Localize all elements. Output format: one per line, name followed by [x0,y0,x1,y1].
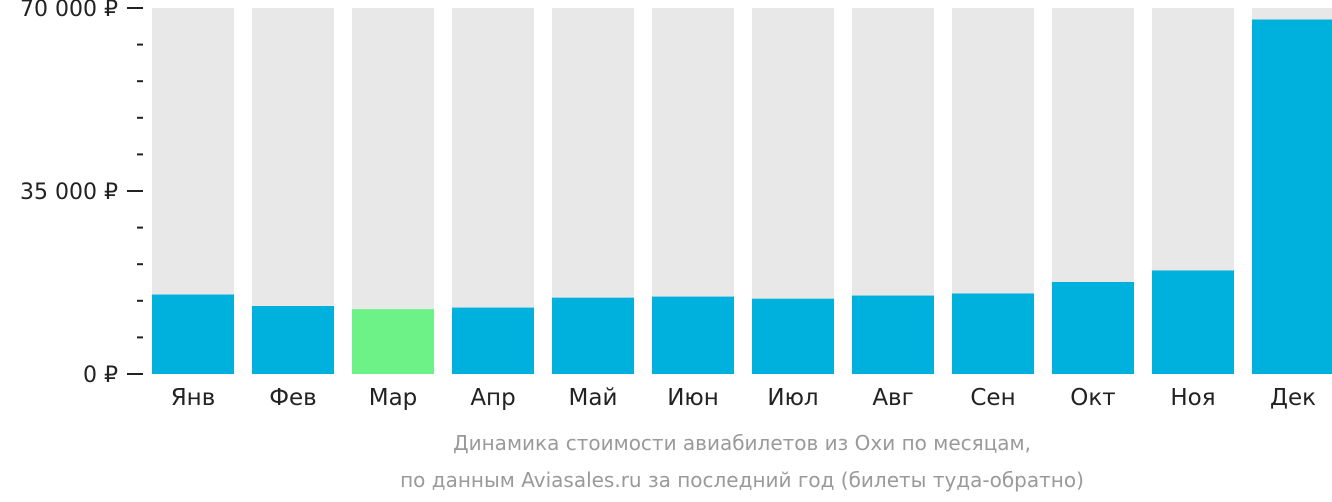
bar-5[interactable] [552,297,634,374]
bar-2[interactable] [252,306,334,374]
x-axis: Янв Фев Мар Апр Май Июн Июл Авг Сен Окт Ноя Дек [171,385,1316,411]
y-tick-label: 35 000 ₽ [20,180,118,205]
bar-12[interactable] [1252,19,1332,374]
x-tick-label: Июн [667,385,719,411]
y-tick-label: 70 000 ₽ [20,0,118,22]
x-tick-label: Окт [1070,385,1115,411]
y-axis: 70 000 ₽ 35 000 ₽ 0 ₽ [20,0,143,388]
bar-11[interactable] [1152,270,1234,374]
bar-4[interactable] [452,307,534,374]
bar-9[interactable] [952,293,1034,374]
bar-1[interactable] [152,294,234,374]
bar-8[interactable] [852,295,934,374]
x-tick-label: Авг [872,385,913,411]
x-tick-label: Апр [470,385,515,411]
x-tick-label: Сен [970,385,1015,411]
x-tick-label: Янв [171,385,216,411]
x-tick-label: Ноя [1170,385,1215,411]
bar-10[interactable] [1052,281,1134,374]
chart-caption-line-1: Динамика стоимости авиабилетов из Охи по… [452,431,1032,455]
x-tick-label: Фев [269,385,317,411]
x-tick-label: Май [569,385,618,411]
bars [152,8,1332,374]
chart-caption-line-2: по данным Aviasales.ru за последний год … [400,468,1084,492]
x-tick-label: Дек [1270,385,1316,411]
y-tick-label: 0 ₽ [83,363,118,388]
bar-3[interactable] [352,309,434,374]
x-tick-label: Мар [369,385,418,411]
bar-6[interactable] [652,296,734,374]
x-tick-label: Июл [767,385,818,411]
bar-7[interactable] [752,298,834,374]
